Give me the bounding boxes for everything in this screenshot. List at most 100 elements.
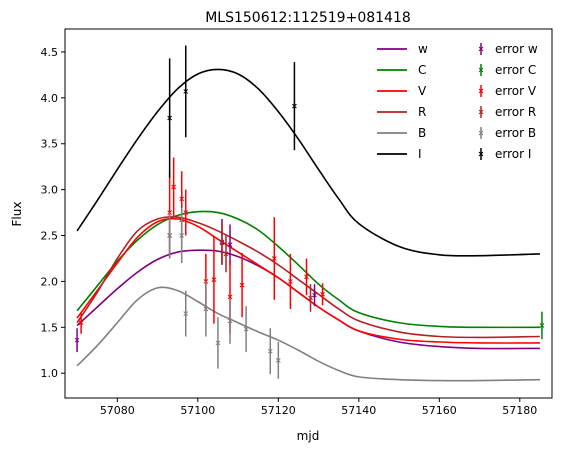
legend-swatch-error-w: [478, 43, 484, 55]
error-C-point-0: [539, 311, 545, 340]
x-tick-label-2: 57120: [261, 404, 296, 417]
x-tick-label-3: 57140: [341, 404, 376, 417]
legend-label-I: I: [418, 147, 422, 161]
error-B-marker-3: [203, 306, 209, 312]
x-tick-label-1: 57100: [180, 404, 215, 417]
error-R-point-4: [308, 284, 313, 312]
error-I-point-1: [183, 45, 189, 138]
error-V-marker-10: [288, 279, 293, 284]
error-V-marker-6: [211, 277, 217, 282]
error-B-marker-0: [167, 233, 172, 238]
error-V-point-6: [211, 235, 217, 324]
error-R-marker-3: [223, 251, 229, 257]
error-V-point-11: [304, 258, 309, 296]
error-V-marker-2: [171, 184, 177, 190]
error-B-point-1: [179, 207, 185, 264]
error-I-marker-1: [183, 89, 189, 94]
legend-swatch-error-R: [478, 106, 484, 118]
series-line-V: [76, 217, 540, 344]
error-V-marker-7: [227, 294, 233, 300]
error-B-marker-8: [275, 358, 281, 363]
plot-frame: [64, 28, 553, 399]
error-B-point-7: [267, 328, 273, 375]
plot-lines: [76, 68, 540, 382]
error-w-point-0: [74, 328, 80, 353]
error-w-marker-3: [312, 292, 317, 298]
legend-label-w: w: [418, 42, 428, 56]
error-V-marker-9: [271, 256, 277, 261]
error-V-point-0: [78, 311, 84, 334]
legend-label-V: V: [418, 84, 427, 98]
error-R-marker-4: [308, 295, 313, 301]
error-I-point-0: [167, 58, 172, 178]
error-V-point-4: [183, 189, 189, 236]
plot-errors: [74, 45, 545, 379]
error-V-point-12: [320, 283, 325, 306]
error-w-marker-0: [74, 337, 80, 343]
x-tick-label-0: 57080: [100, 404, 135, 417]
series-line-C: [76, 210, 540, 329]
error-B-marker-4: [215, 340, 221, 346]
y-tick-label-5: 3.5: [41, 138, 59, 151]
legend-label-C: C: [418, 63, 426, 77]
series-line-R: [76, 216, 540, 339]
legend-label-error-C: error C: [495, 63, 536, 77]
legend-label-error-I: error I: [495, 147, 531, 161]
legend-label-error-B: error B: [495, 126, 536, 140]
legend-label-R: R: [418, 105, 426, 119]
y-tick-label-2: 2.0: [41, 275, 59, 288]
y-tick-label-7: 4.5: [41, 46, 59, 59]
error-V-point-10: [288, 253, 293, 309]
x-tick-label-5: 57180: [502, 404, 537, 417]
error-w-point-3: [312, 284, 317, 307]
error-V-marker-1: [167, 210, 172, 215]
error-V-point-8: [239, 252, 245, 318]
error-B-marker-7: [267, 348, 273, 354]
y-tick-label-4: 3.0: [41, 184, 59, 197]
error-B-marker-2: [183, 311, 189, 316]
legend-label-error-V: error V: [495, 84, 537, 98]
series-line-I: [76, 68, 540, 257]
legend-swatch-error-B: [478, 127, 484, 139]
y-tick-label-3: 2.5: [41, 230, 59, 243]
legend-swatch-error-V: [478, 85, 484, 97]
error-B-point-0: [167, 212, 172, 259]
error-I-point-2: [292, 62, 297, 151]
x-axis-label: mjd: [297, 429, 320, 443]
error-V-marker-12: [320, 291, 325, 297]
error-B-point-5: [227, 297, 233, 344]
error-I-marker-0: [167, 115, 172, 121]
error-B-point-2: [183, 290, 189, 337]
error-B-point-4: [215, 317, 221, 369]
error-R-point-2: [219, 222, 225, 264]
y-axis: 1.0 1.5 2.0 2.5 3.0 3.5 4.0 4.5: [41, 46, 65, 380]
series-line-B: [76, 286, 540, 382]
error-B-point-8: [275, 342, 281, 379]
x-axis: 57080 57100 57120 57140 57160 57180: [100, 398, 537, 417]
error-w-marker-2: [227, 242, 233, 248]
legend-label-error-w: error w: [495, 42, 538, 56]
legend-swatch-error-C: [478, 64, 484, 76]
legend-swatch-error-I: [478, 148, 484, 160]
error-V-point-2: [171, 157, 177, 217]
chart-title: MLS150612:112519+081418: [205, 10, 411, 26]
error-B-marker-1: [179, 233, 185, 238]
error-B-marker-6: [243, 326, 249, 332]
error-V-marker-11: [304, 274, 309, 280]
x-tick-label-4: 57160: [422, 404, 457, 417]
error-B-point-6: [243, 306, 249, 353]
y-tick-label-0: 1.0: [41, 367, 59, 380]
y-axis-label: Flux: [10, 202, 24, 227]
error-w-point-2: [227, 224, 233, 265]
error-V-marker-8: [239, 282, 245, 288]
error-V-marker-0: [78, 320, 84, 326]
error-V-point-9: [271, 217, 277, 300]
error-R-marker-2: [219, 240, 225, 246]
error-B-point-3: [203, 281, 209, 337]
error-B-marker-5: [227, 318, 233, 324]
y-tick-label-6: 4.0: [41, 92, 59, 105]
legend-label-error-R: error R: [495, 105, 536, 119]
error-R-point-3: [223, 235, 229, 273]
error-V-marker-4: [183, 210, 189, 215]
